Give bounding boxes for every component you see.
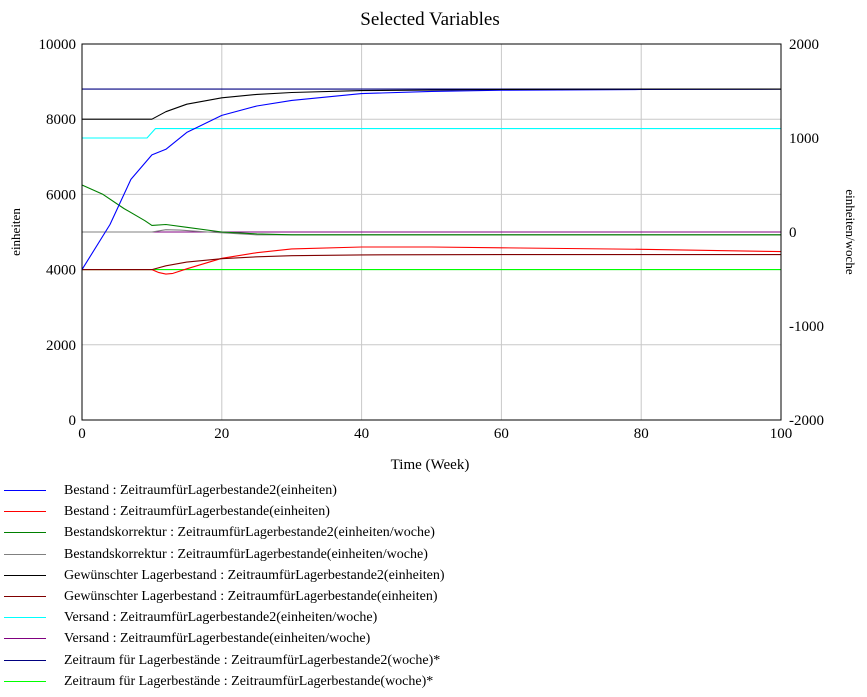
y-axis-left-label: einheiten	[8, 208, 23, 256]
legend-entry: Gewünschter Lagerbestand : ZeitraumfürLa…	[0, 586, 867, 607]
chart: Selected Variables 0 20 40 60 80 100020004000…	[8, 9, 858, 473]
legend-label: Bestand : ZeitraumfürLagerbestande2(einh…	[64, 483, 337, 498]
legend-entry: Bestand : ZeitraumfürLagerbestande(einhe…	[0, 501, 867, 522]
legend-label: Gewünschter Lagerbestand : ZeitraumfürLa…	[64, 567, 445, 583]
series-line-5	[82, 88, 781, 120]
legend-swatch	[4, 617, 46, 619]
legend-swatch	[4, 596, 46, 597]
x-tick-label: 0	[78, 426, 86, 442]
legend-label: Bestand : ZeitraumfürLagerbestande(einhe…	[64, 504, 330, 520]
y-right-tick-label: -2000	[789, 413, 824, 429]
x-tick-label: 20	[214, 426, 229, 442]
chart-title: Selected Variables	[360, 9, 499, 30]
series-line-6	[82, 254, 781, 271]
y-right-tick-label: 1000	[789, 131, 819, 147]
legend-swatch	[4, 680, 46, 682]
y-left-tick-label: 2000	[46, 338, 76, 354]
legend-swatch	[4, 553, 46, 555]
legend-swatch	[4, 511, 46, 513]
legend-entry: Versand : ZeitraumfürLagerbestande2(einh…	[0, 607, 867, 628]
x-axis-label: Time (Week)	[391, 457, 470, 473]
legend-entry: Bestandskorrektur : ZeitraumfürLagerbest…	[0, 522, 867, 543]
series-line-2	[82, 246, 782, 275]
y-right-tick-label: -1000	[789, 319, 824, 335]
x-tick-label: 60	[494, 426, 509, 442]
series-line-3	[81, 184, 781, 236]
tick-labels: 0 20 40 60 80 1000200040006000800010000-2000-…	[39, 37, 825, 442]
legend-swatch	[4, 659, 46, 661]
series-line-1	[81, 88, 782, 270]
legend-entry: Bestandskorrektur : ZeitraumfürLagerbest…	[0, 544, 867, 565]
y-left-tick-label: 6000	[46, 187, 76, 203]
legend-label: Bestandskorrektur : ZeitraumfürLagerbest…	[64, 525, 435, 541]
x-tick-label: 80	[634, 426, 649, 442]
legend-swatch	[4, 638, 46, 640]
legend-entry: Versand : ZeitraumfürLagerbestande(einhe…	[0, 628, 867, 649]
x-tick-label: 100	[770, 426, 793, 442]
legend-entry: Gewünschter Lagerbestand : ZeitraumfürLa…	[0, 565, 867, 586]
legend-swatch	[4, 574, 46, 576]
legend-swatch	[4, 490, 46, 491]
y-right-tick-label: 0	[789, 225, 797, 241]
legend-entry: Zeitraum für Lagerbestände : Zeitraumfür…	[0, 671, 867, 692]
y-left-tick-label: 10000	[39, 37, 77, 53]
legend-entry: Bestand : ZeitraumfürLagerbestande2(einh…	[0, 480, 867, 501]
y-left-tick-label: 8000	[46, 112, 76, 128]
legend-swatch	[4, 532, 46, 534]
series-lines	[81, 88, 782, 275]
legend-label: Versand : ZeitraumfürLagerbestande2(einh…	[64, 610, 378, 626]
legend-label: Bestandskorrektur : ZeitraumfürLagerbest…	[64, 546, 428, 562]
legend-label: Gewünschter Lagerbestand : ZeitraumfürLa…	[64, 589, 438, 604]
y-left-tick-label: 4000	[46, 263, 76, 279]
x-tick-label: 40	[354, 426, 369, 442]
plot-frame	[81, 43, 782, 421]
y-left-tick-label: 0	[69, 413, 77, 429]
y-right-tick-label: 2000	[789, 37, 819, 53]
legend-label: Zeitraum für Lagerbestände : Zeitraumfür…	[64, 673, 434, 689]
legend-entry: Zeitraum für Lagerbestände : Zeitraumfür…	[0, 650, 867, 671]
legend-label: Zeitraum für Lagerbestände : Zeitraumfür…	[64, 652, 441, 668]
legend-label: Versand : ZeitraumfürLagerbestande(einhe…	[64, 631, 371, 647]
series-line-7	[82, 128, 781, 139]
y-axis-right-label: einheiten/woche	[843, 189, 858, 274]
